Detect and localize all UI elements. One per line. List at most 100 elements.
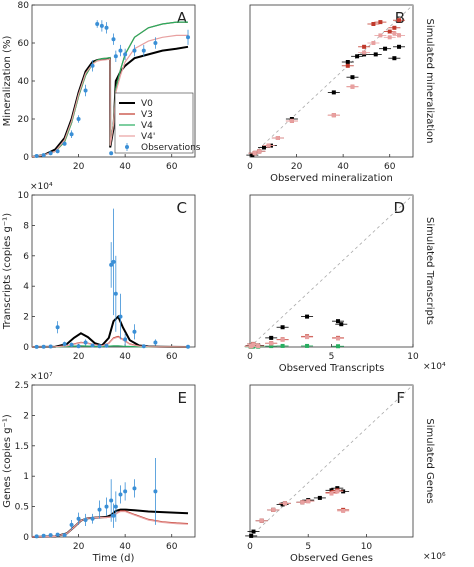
y-axis-label: Mineralization (%): [2, 36, 13, 127]
observation-point: [104, 504, 109, 509]
x-axis-label: Time (d): [92, 553, 135, 564]
y-tick-label: 20: [18, 115, 30, 125]
scatter-point: [259, 518, 264, 523]
observation-point: [113, 54, 118, 59]
scatter-point: [350, 75, 355, 80]
scatter-point: [345, 63, 350, 68]
observation-point: [123, 52, 128, 57]
scatter-point: [305, 314, 310, 319]
scatter-point: [275, 136, 280, 140]
panel-label: B: [395, 9, 405, 27]
scatter-point: [331, 113, 336, 118]
x-tick-label: 40: [119, 542, 131, 552]
x-tick-label: 5: [329, 352, 335, 362]
x-tick-label: 60: [166, 162, 178, 172]
x-tick-label: 10: [361, 542, 373, 552]
observation-point: [153, 41, 158, 45]
axes-frame: [31, 194, 196, 348]
scatter-point: [341, 508, 346, 513]
legend-label: V4: [141, 121, 153, 131]
panel-label: D: [393, 199, 405, 217]
observation-point: [111, 259, 116, 264]
axes-frame: [249, 4, 414, 158]
scatter-point: [249, 533, 254, 538]
scatter-point: [397, 44, 402, 49]
observation-point: [132, 48, 137, 53]
scatter-point: [355, 54, 360, 59]
observation-point: [141, 344, 146, 349]
y-axis-label: Simulated Transcripts: [424, 217, 435, 325]
x-tick-label: 40: [119, 352, 131, 362]
x-tick-label: 20: [73, 162, 85, 172]
panel-c: C 20 40 60 0 2 4 6 8 10 Transcripts (copies g⁻¹) ×1…: [2, 182, 196, 362]
scatter-point: [306, 499, 311, 504]
scatter-point: [252, 151, 257, 156]
scatter-point: [256, 344, 261, 349]
observation-point: [99, 23, 104, 28]
y-tick-label: 0: [23, 153, 29, 163]
legend-label: Observations: [141, 143, 201, 153]
scatter-point: [329, 491, 334, 496]
y-tick-label: 4: [23, 282, 29, 292]
observation-point: [41, 533, 46, 538]
x-tick-label: 40: [337, 162, 349, 172]
observation-point: [76, 117, 81, 121]
scatter-point: [371, 41, 376, 45]
scatter-point: [280, 343, 285, 348]
observation-point: [118, 48, 123, 53]
y-tick-label: 1: [23, 472, 29, 482]
x-tick-label: 60: [166, 542, 178, 552]
scatter-point: [373, 52, 378, 57]
scatter-point: [371, 22, 376, 26]
x-tick-label: 5: [305, 542, 311, 552]
y-tick-label: 80: [18, 1, 30, 11]
scatter-point: [280, 325, 285, 330]
one-to-one-line: [249, 194, 414, 348]
observation-point: [186, 35, 191, 40]
y-tick-label: 6: [23, 252, 29, 262]
x-tick-label: 20: [73, 352, 85, 362]
observation-point: [69, 342, 74, 347]
scatter-point: [335, 486, 340, 491]
scatter-point: [336, 336, 341, 341]
scatter-point: [251, 342, 256, 347]
observation-point: [153, 340, 158, 345]
observation-point: [62, 341, 67, 346]
observation-point: [186, 344, 191, 349]
observation-point: [97, 344, 102, 349]
scatter-point: [336, 344, 341, 349]
observation-point: [97, 507, 102, 512]
scatter-point: [266, 143, 271, 148]
observation-point: [34, 344, 39, 349]
y-tick-label: 2: [23, 411, 29, 421]
scatter-point: [392, 31, 397, 36]
y-axis-label: Simulated mineralization: [424, 18, 435, 143]
axes-frame: [249, 194, 414, 348]
one-to-one-line: [249, 4, 414, 158]
scatter-point: [300, 500, 305, 505]
scatter-point: [331, 90, 336, 95]
x-tick-label: 0: [247, 162, 253, 172]
observation-point: [118, 492, 123, 497]
series-line: [31, 34, 188, 158]
observation-point: [109, 151, 114, 156]
observation-point: [111, 513, 116, 518]
one-to-one-line: [249, 384, 414, 538]
series-line: [31, 336, 189, 348]
x-tick-label: 40: [119, 162, 131, 172]
series-line: [31, 508, 189, 538]
scatter-point: [392, 56, 397, 61]
legend-label: V4': [141, 132, 155, 142]
scatter-point: [280, 337, 285, 342]
x-axis-label: Observed Genes: [290, 553, 373, 564]
y-tick-label: 2.5: [15, 381, 29, 391]
y-tick-label: 40: [18, 77, 30, 87]
y-tick-label: 10: [18, 191, 30, 201]
observation-point: [48, 533, 53, 538]
scatter-point: [317, 495, 322, 500]
legend-swatch: [125, 145, 129, 149]
observation-point: [90, 516, 95, 521]
x-tick-label: 20: [73, 542, 85, 552]
